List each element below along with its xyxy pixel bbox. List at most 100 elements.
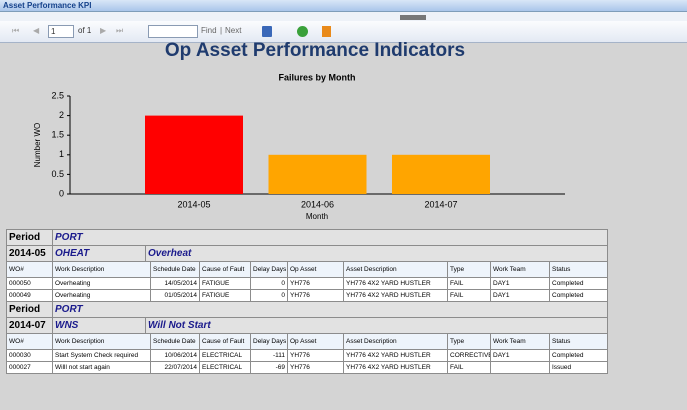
table-cell: YH776 4X2 YARD HUSTLER — [343, 277, 448, 290]
column-header: Work Team — [490, 261, 550, 278]
table-cell: DAY1 — [490, 289, 550, 302]
bar — [145, 115, 243, 194]
column-header: Schedule Date — [150, 261, 200, 278]
period-value: PORT — [52, 229, 608, 246]
table-cell: Completed — [549, 289, 608, 302]
print-button[interactable] — [322, 26, 331, 37]
table-cell: Willl not start again — [52, 361, 151, 374]
find-next-button[interactable]: Next — [225, 26, 242, 35]
table-cell: 14/05/2014 — [150, 277, 200, 290]
column-header: WO# — [6, 261, 53, 278]
table-cell: FATIGUE — [199, 289, 251, 302]
table-cell: 0 — [250, 277, 288, 290]
chart-title: Failures by Month — [278, 72, 355, 82]
group-month: 2014-05 — [6, 245, 53, 262]
table-cell: 000049 — [6, 289, 53, 302]
x-tick-label: 2014-06 — [301, 199, 334, 209]
y-tick-label: 1.5 — [51, 130, 64, 140]
table-cell: FATIGUE — [199, 277, 251, 290]
column-header: Delay Days — [250, 333, 288, 350]
table-cell: YH776 — [287, 289, 344, 302]
column-header: Status — [549, 261, 608, 278]
y-tick-label: 0.5 — [51, 169, 64, 179]
page-input[interactable]: 1 — [48, 25, 74, 38]
chart: Failures by Month 0 0.5 1 1.5 2 2.5 2014-05 2014… — [33, 72, 565, 221]
table-cell: Issued — [549, 361, 608, 374]
y-axis-label: Number WO — [33, 123, 42, 167]
x-tick-label: 2014-05 — [177, 199, 210, 209]
column-header: Type — [447, 333, 491, 350]
table-cell: ELECTRICAL — [199, 361, 251, 374]
group-month: 2014-07 — [6, 317, 53, 334]
y-tick-label: 2.5 — [51, 90, 64, 100]
toolbar: ⏮ ◀ 1 of 1 ▶ ⏭ Find | Next — [0, 21, 687, 43]
table-cell: -111 — [250, 349, 288, 362]
table-cell: 000027 — [6, 361, 53, 374]
period-label: Period — [6, 301, 53, 318]
table-cell: YH776 — [287, 349, 344, 362]
period-value: PORT — [52, 301, 608, 318]
find-input[interactable] — [148, 25, 198, 38]
table-cell: 01/05/2014 — [150, 289, 200, 302]
table-cell: YH776 4X2 YARD HUSTLER — [343, 349, 448, 362]
table-cell: FAIL — [447, 289, 491, 302]
refresh-button[interactable] — [297, 26, 308, 37]
period-label: Period — [6, 229, 53, 246]
group-code: WNS — [52, 317, 146, 334]
bar — [268, 154, 367, 194]
column-header: Work Description — [52, 333, 151, 350]
table-cell: 22/07/2014 — [150, 361, 200, 374]
y-tick-label: 2 — [59, 110, 64, 120]
first-page-button[interactable]: ⏮ — [12, 26, 20, 35]
table-cell: DAY1 — [490, 349, 550, 362]
report-title: Op Asset Performance Indicators — [164, 40, 466, 61]
find-button[interactable]: Find — [201, 26, 217, 35]
x-axis-label: Month — [306, 212, 328, 221]
group-description: Will Not Start — [145, 317, 608, 334]
table-cell: YH776 — [287, 361, 344, 374]
column-header: Delay Days — [250, 261, 288, 278]
table-cell: Overheating — [52, 277, 151, 290]
table-cell: ELECTRICAL — [199, 349, 251, 362]
collapse-handle[interactable] — [400, 15, 426, 20]
table-cell: YH776 4X2 YARD HUSTLER — [343, 361, 448, 374]
column-header: Type — [447, 261, 491, 278]
export-button[interactable] — [262, 26, 272, 37]
table-cell: Start System Check required — [52, 349, 151, 362]
column-header: Cause of Fault — [199, 333, 251, 350]
bar — [392, 154, 490, 194]
prev-page-button[interactable]: ◀ — [33, 26, 40, 35]
table-cell: DAY1 — [490, 277, 550, 290]
page-count: of 1 — [78, 26, 92, 35]
separator: | — [220, 26, 223, 35]
table-cell: FAIL — [447, 277, 491, 290]
column-header: Asset Description — [343, 333, 448, 350]
table-cell: 10/06/2014 — [150, 349, 200, 362]
table-cell: 000030 — [6, 349, 53, 362]
table-cell: YH776 4X2 YARD HUSTLER — [343, 289, 448, 302]
table-cell: Completed — [549, 277, 608, 290]
column-header: Status — [549, 333, 608, 350]
table-cell: Completed — [549, 349, 608, 362]
column-header: Asset Description — [343, 261, 448, 278]
group-code: OHEAT — [52, 245, 146, 262]
table-cell: FAIL — [447, 361, 491, 374]
y-tick-label: 0 — [59, 188, 64, 198]
table-cell — [490, 361, 550, 374]
collapse-strip — [0, 12, 687, 21]
last-page-button[interactable]: ⏭ — [116, 26, 124, 35]
table-cell: YH776 — [287, 277, 344, 290]
column-header: Op Asset — [287, 333, 344, 350]
table-cell: Overheating — [52, 289, 151, 302]
y-tick-label: 1 — [59, 149, 64, 159]
column-header: WO# — [6, 333, 53, 350]
next-page-button[interactable]: ▶ — [100, 26, 107, 35]
column-header: Schedule Date — [150, 333, 200, 350]
table-cell: 0 — [250, 289, 288, 302]
group-description: Overheat — [145, 245, 608, 262]
table-cell: 000050 — [6, 277, 53, 290]
column-header: Cause of Fault — [199, 261, 251, 278]
x-tick-label: 2014-07 — [424, 199, 457, 209]
table-cell: -69 — [250, 361, 288, 374]
